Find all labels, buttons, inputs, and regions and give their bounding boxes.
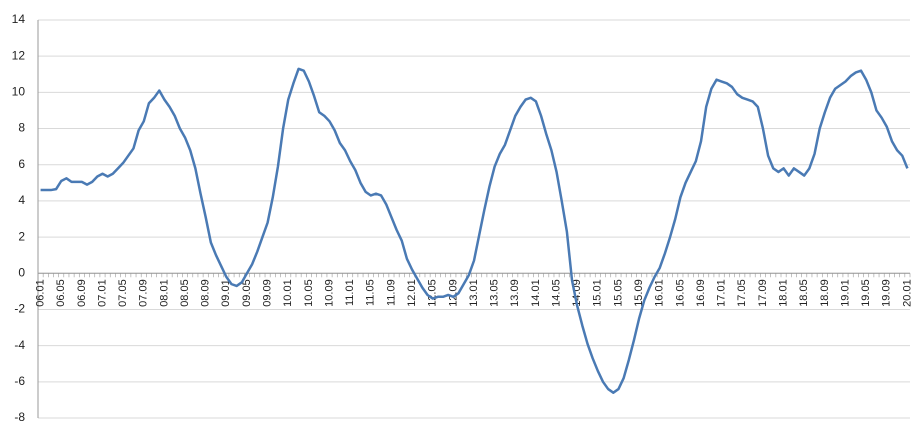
x-tick-label: 15.01: [592, 279, 604, 307]
y-tick-label: 8: [18, 121, 25, 135]
y-tick-label: -6: [14, 374, 25, 388]
x-tick-label: 07.05: [117, 279, 129, 307]
x-tick-label: 06.05: [55, 279, 67, 307]
x-tick-label: 08.05: [179, 279, 191, 307]
x-tick-label: 17.09: [757, 279, 769, 307]
x-tick-label: 14.01: [530, 279, 542, 307]
x-tick-label: 13.09: [509, 279, 521, 307]
y-tick-label: 4: [18, 193, 25, 207]
x-tick-label: 20.01: [901, 279, 913, 307]
x-tick-label: 15.09: [633, 279, 645, 307]
x-tick-label: 06.09: [76, 279, 88, 307]
x-tick-label: 11.05: [365, 279, 377, 306]
y-tick-label: 12: [12, 48, 26, 62]
y-tick-label: 2: [18, 229, 25, 243]
x-tick-label: 12.01: [406, 279, 418, 307]
y-tick-label: -8: [14, 410, 25, 424]
x-tick-label: 10.05: [303, 279, 315, 307]
x-tick-label: 08.01: [158, 279, 170, 307]
x-tick-label: 10.09: [323, 279, 335, 307]
x-tick-label: 16.09: [695, 279, 707, 307]
x-tick-label: 07.09: [138, 279, 150, 307]
x-tick-label: 12.05: [427, 279, 439, 307]
x-tick-label: 13.01: [468, 279, 480, 307]
x-tick-label: 16.05: [674, 279, 686, 307]
x-tick-label: 11.09: [385, 279, 397, 306]
x-tick-label: 19.09: [881, 279, 893, 307]
x-tick-label: 15.05: [612, 279, 624, 307]
y-tick-label: 6: [18, 157, 25, 171]
x-tick-label: 18.09: [819, 279, 831, 307]
y-tick-label: 0: [18, 265, 25, 279]
x-tick-label: 13.05: [489, 279, 501, 307]
x-tick-label: 19.01: [839, 279, 851, 307]
y-tick-label: -4: [14, 338, 25, 352]
x-tick-label: 07.01: [96, 279, 108, 307]
x-tick-label: 09.09: [262, 279, 274, 307]
data-line: [40, 67, 909, 394]
x-tick-label: 12.09: [447, 279, 459, 307]
y-tick-label: 14: [12, 12, 26, 26]
x-tick-label: 06.01: [34, 279, 46, 307]
x-tick-label: 09.05: [241, 279, 253, 307]
x-tick-label: 11.01: [344, 279, 356, 306]
x-tick-label: 10.01: [282, 279, 294, 307]
x-tick-label: 18.05: [798, 279, 810, 307]
x-tick-label: 18.01: [777, 279, 789, 307]
x-tick-label: 17.05: [736, 279, 748, 307]
y-tick-label: -2: [14, 302, 25, 316]
x-tick-label: 09.01: [220, 279, 232, 307]
x-tick-label: 16.01: [654, 279, 666, 307]
x-tick-label: 14.05: [550, 279, 562, 307]
x-tick-label: 19.05: [860, 279, 872, 307]
x-tick-label: 08.09: [200, 279, 212, 307]
y-tick-label: 10: [12, 85, 26, 99]
x-tick-label: 17.01: [716, 279, 728, 307]
